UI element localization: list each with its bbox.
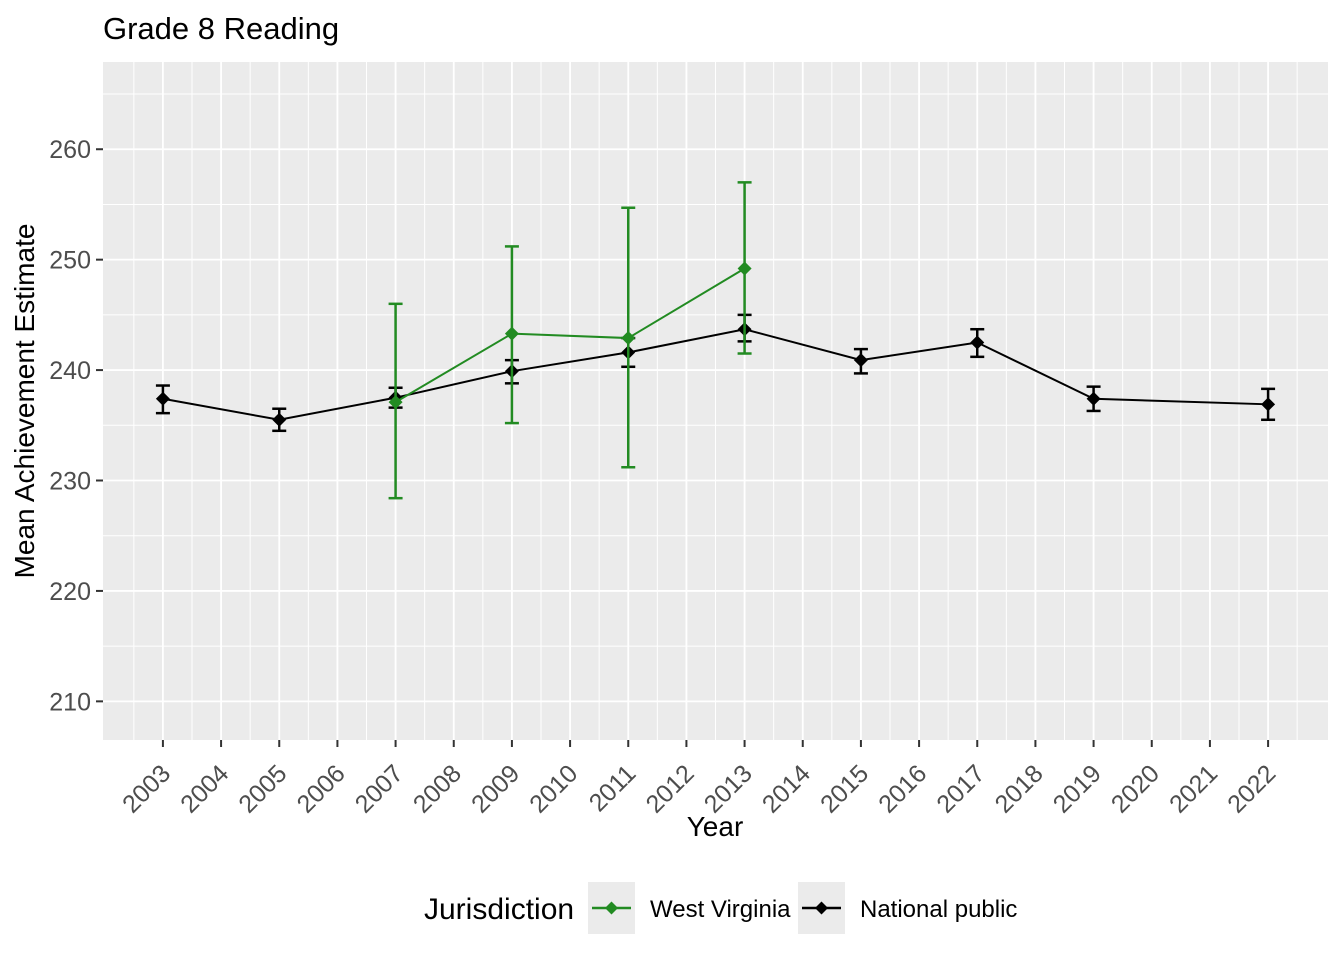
data-point-west-virginia: [737, 261, 752, 276]
series-line-national-public: [162, 328, 1269, 421]
data-point-national-public: [853, 353, 868, 368]
y-axis-title: Mean Achievement Estimate: [9, 224, 40, 579]
data-point-national-public: [970, 335, 985, 350]
data-point-west-virginia: [504, 326, 519, 341]
y-tick-label: 250: [49, 247, 91, 275]
plot-panel: 2003 2004 2005 2006 2007 2008 2009 2010 2011 2012…: [49, 62, 1328, 819]
y-tick-label: 260: [49, 136, 91, 164]
y-tick-label: 230: [49, 468, 91, 496]
y-tick-label: 210: [49, 688, 91, 716]
legend: Jurisdiction West Virginia National publ…: [424, 882, 1017, 934]
line-point-glyph-west-virginia: [592, 901, 631, 915]
data-point-national-public: [272, 412, 287, 427]
x-axis-title: Year: [687, 811, 744, 842]
y-tick-label: 220: [49, 578, 91, 606]
series-line-west-virginia: [395, 267, 746, 403]
line-point-glyph-national-public: [802, 901, 841, 915]
data-point-west-virginia: [388, 395, 403, 410]
plot-title: Grade 8 Reading: [103, 11, 339, 46]
legend-label-west-virginia: West Virginia: [650, 896, 791, 923]
legend-title: Jurisdiction: [424, 893, 574, 926]
legend-label-national-public: National public: [860, 896, 1017, 923]
data-point-national-public: [1086, 391, 1101, 406]
data-point-national-public: [1261, 397, 1276, 412]
data-point-west-virginia: [621, 331, 636, 346]
y-tick-label: 240: [49, 357, 91, 385]
data-point-national-public: [155, 391, 170, 406]
